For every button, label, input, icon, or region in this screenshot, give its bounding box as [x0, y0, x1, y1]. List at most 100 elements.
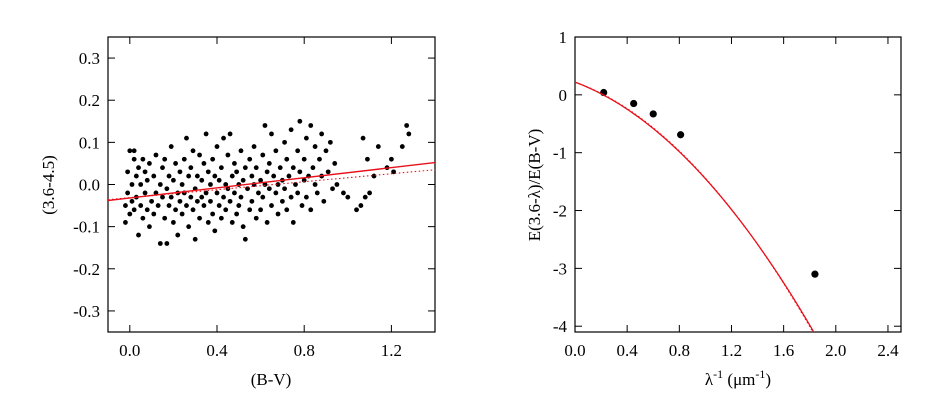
- data-point: [166, 203, 172, 208]
- data-point: [123, 203, 128, 208]
- data-point: [362, 194, 368, 200]
- data-point: [229, 220, 235, 225]
- data-point: [142, 169, 148, 175]
- data-point: [399, 144, 405, 149]
- data-point: [258, 177, 263, 183]
- data-point: [221, 194, 226, 200]
- data-point: [221, 135, 226, 141]
- data-point: [188, 165, 194, 171]
- data-point: [194, 198, 200, 204]
- data-point: [288, 194, 294, 200]
- data-point: [144, 177, 150, 183]
- fit-curve: [575, 81, 815, 332]
- data-point: [131, 156, 137, 162]
- data-point: [273, 148, 279, 154]
- data-point: [125, 190, 131, 196]
- data-point: [136, 232, 141, 238]
- data-point: [256, 190, 261, 196]
- data-point: [330, 186, 335, 192]
- data-point: [262, 123, 268, 128]
- data-point: [275, 182, 281, 187]
- data-point: [149, 198, 155, 204]
- data-point: [266, 161, 272, 166]
- data-point: [131, 207, 137, 213]
- data-point: [125, 169, 131, 175]
- data-point: [138, 203, 144, 208]
- data-point: [184, 203, 189, 208]
- data-point: [205, 220, 211, 225]
- y-tick-label: -0.2: [73, 260, 100, 279]
- data-point: [147, 224, 152, 230]
- data-point: [201, 161, 207, 166]
- left-x-axis-label: (B-V): [251, 370, 292, 389]
- data-point: [190, 207, 196, 213]
- left-ticks: 0.0 0.4 0.8 1.2 -0.3 -0.2 -0.1 0.0 0.1 0.2 0.3: [73, 37, 435, 360]
- data-point: [232, 161, 237, 166]
- data-point: [236, 203, 242, 208]
- data-point: [264, 169, 270, 175]
- data-point: [201, 203, 207, 208]
- data-point: [160, 165, 165, 171]
- data-point: [162, 215, 168, 221]
- data-point: [155, 203, 161, 208]
- data-point: [249, 173, 255, 179]
- data-point: [297, 169, 303, 175]
- x-tick-label: 1.6: [773, 341, 794, 360]
- data-point: [140, 156, 146, 162]
- data-point: [240, 224, 246, 230]
- data-point: [312, 182, 318, 187]
- data-point: [223, 207, 229, 213]
- data-point: [308, 207, 314, 213]
- data-point: [301, 177, 307, 183]
- data-point: [365, 156, 370, 162]
- data-point: [184, 135, 189, 141]
- data-point: [234, 211, 240, 217]
- y-tick-label: -3: [553, 259, 567, 278]
- y-tick-label: 0: [559, 86, 568, 105]
- data-point: [168, 194, 174, 200]
- data-point: [129, 182, 135, 187]
- data-point: [199, 177, 205, 183]
- data-point: [190, 148, 196, 154]
- data-point: [234, 169, 240, 175]
- data-point: [284, 156, 290, 162]
- data-point: [186, 224, 192, 230]
- data-point: [210, 156, 216, 162]
- x-tick-label: 1.2: [381, 341, 402, 360]
- data-point: [168, 144, 174, 149]
- fit-line-dotted: [108, 169, 435, 201]
- data-point: [227, 198, 233, 204]
- data-point: [308, 123, 314, 128]
- data-point: [242, 165, 248, 171]
- right-x-axis-label: λ-1 (μm-1): [705, 367, 771, 389]
- data-point: [271, 173, 277, 179]
- data-point: [253, 215, 259, 221]
- data-point: [360, 135, 366, 141]
- data-point: [171, 177, 176, 183]
- data-point: [197, 152, 202, 158]
- data-point: [323, 148, 329, 154]
- data-point: [367, 190, 372, 196]
- data-point: [290, 220, 296, 225]
- y-tick-label: -1: [553, 144, 567, 163]
- data-point: [208, 182, 213, 187]
- data-point: [273, 190, 279, 196]
- data-point: [216, 203, 222, 208]
- left-y-axis-label: (3.6-4.5): [39, 155, 58, 214]
- data-point: [127, 211, 133, 217]
- data-point: [173, 161, 178, 166]
- data-point: [245, 186, 250, 192]
- data-point: [275, 211, 281, 217]
- data-point: [205, 169, 211, 175]
- data-point: [212, 228, 218, 234]
- data-point: [310, 165, 316, 171]
- data-point: [129, 198, 135, 204]
- data-point: [293, 182, 298, 187]
- data-point: [157, 241, 163, 246]
- data-point: [214, 190, 220, 196]
- data-point: [251, 144, 257, 149]
- y-tick-label: 0.2: [79, 91, 100, 110]
- data-point: [242, 236, 248, 242]
- data-point: [301, 156, 307, 162]
- data-point: [229, 173, 235, 179]
